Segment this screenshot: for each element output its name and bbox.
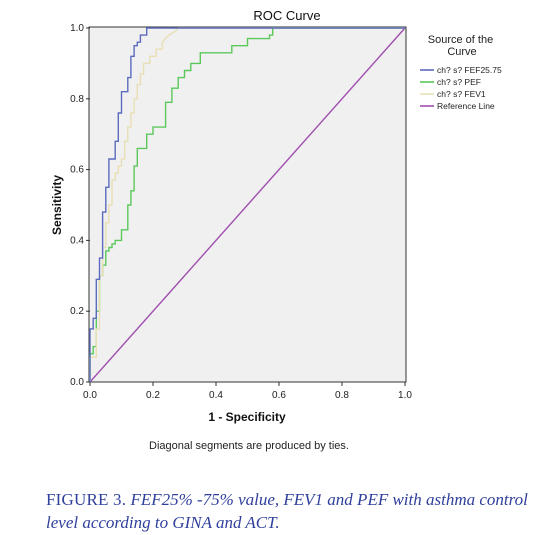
series-line-reference-line <box>89 27 406 383</box>
legend-item-label: Reference Line <box>437 101 495 111</box>
roc-chart: ROC Curve 0.0 0.2 0.4 0.6 0.8 1.0 0.0 0.2 0.4 0.6… <box>50 8 502 424</box>
legend-title-line-1: Source of the <box>428 34 493 46</box>
legend-title-line-2: Curve <box>447 46 476 58</box>
y-tick-label: 0.6 <box>70 165 84 176</box>
legend-item-label: ch? s? FEF25.75 <box>437 65 502 75</box>
y-tick-label: 0.8 <box>70 94 84 105</box>
figure-caption: FIGURE 3. FEF25% -75% value, FEV1 and PE… <box>46 488 538 534</box>
x-tick-label: 0.2 <box>146 390 160 401</box>
y-axis-label: Sensitivity <box>50 175 64 235</box>
chart-note: Diagonal segments are produced by ties. <box>149 440 349 452</box>
caption-lead: FIGURE 3. <box>46 490 127 509</box>
legend-items: ch? s? FEF25.75 ch? s? PEF ch? s? FEV1 Refe… <box>420 65 502 111</box>
series-line-ch-s-fev1 <box>89 27 405 382</box>
x-tick-label: 0.8 <box>335 390 349 401</box>
legend-item-label: ch? s? FEV1 <box>437 89 486 99</box>
legend-title: Source of the Curve <box>428 34 497 58</box>
y-tick-label: 0.2 <box>70 306 84 317</box>
axis-layer: 0.0 0.2 0.4 0.6 0.8 1.0 0.0 0.2 0.4 0.6 0.8 1.0 <box>70 23 412 401</box>
chart-title: ROC Curve <box>253 8 320 23</box>
y-tick-label: 0.0 <box>70 377 84 388</box>
x-tick-label: 0.4 <box>209 390 223 401</box>
y-tick-label: 0.4 <box>70 235 84 246</box>
series-line-ch-s-fef25-75 <box>89 27 405 382</box>
x-tick-label: 1.0 <box>398 390 412 401</box>
caption-text: FEF25% -75% value, FEV1 and PEF with ast… <box>46 490 528 532</box>
legend-item-label: ch? s? PEF <box>437 77 481 87</box>
x-axis-label: 1 - Specificity <box>208 410 286 424</box>
series-layer <box>89 27 406 383</box>
y-tick-label: 1.0 <box>70 23 84 34</box>
x-tick-label: 0.0 <box>83 390 97 401</box>
x-tick-label: 0.6 <box>272 390 286 401</box>
